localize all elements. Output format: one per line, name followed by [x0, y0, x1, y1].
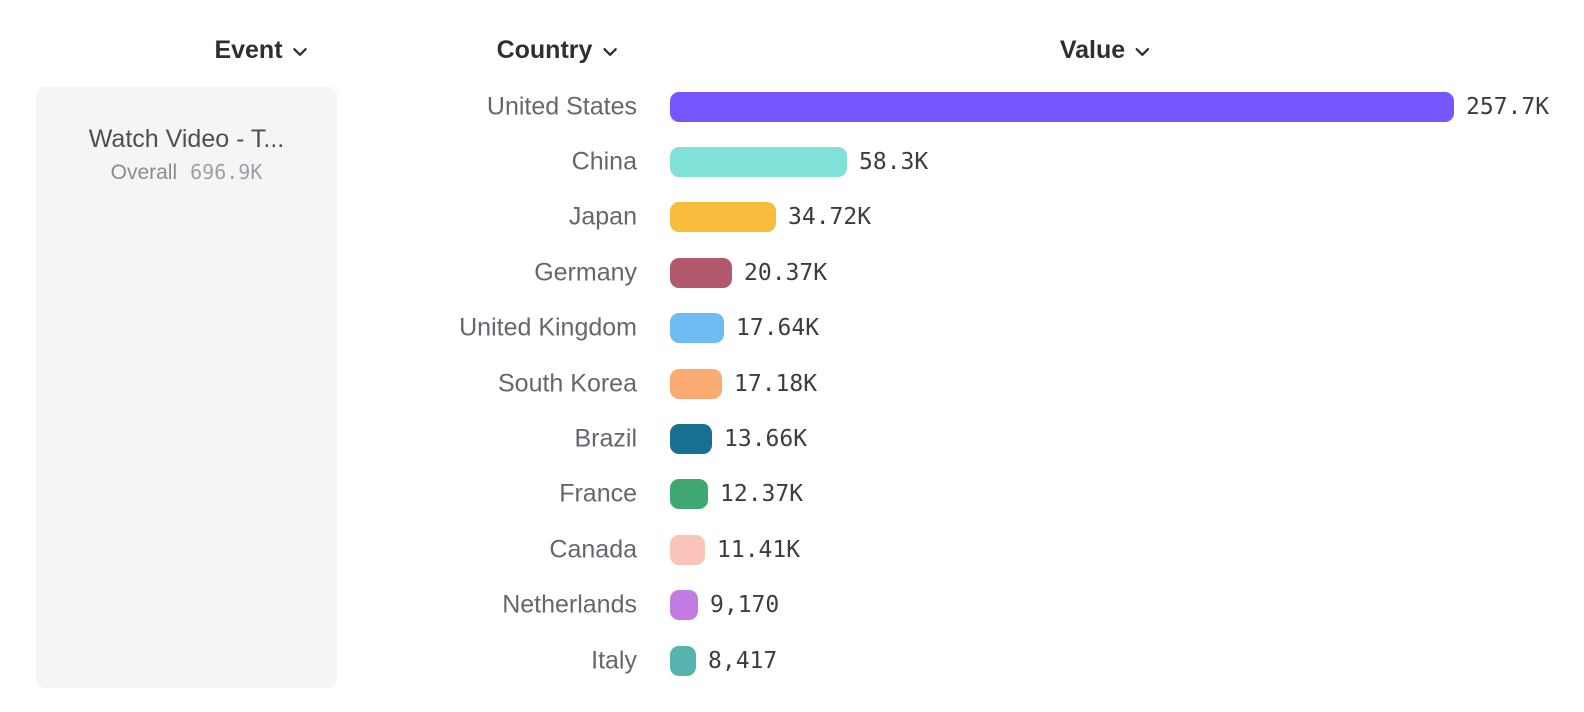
chart-row: Brazil 13.66K [0, 411, 1584, 466]
country-label: United States [486, 92, 637, 121]
value-label: 13.66K [724, 426, 808, 453]
bar-group: 34.72K [670, 202, 872, 233]
value-label: 9,170 [710, 592, 780, 619]
value-bar[interactable] [670, 590, 698, 621]
country-column-label: Country [496, 36, 593, 64]
value-bar[interactable] [670, 479, 708, 510]
value-label: 17.18K [734, 370, 818, 397]
bar-group: 11.41K [670, 534, 801, 565]
value-bar[interactable] [670, 91, 1454, 122]
bar-group: 20.37K [670, 257, 828, 288]
chevron-down-icon [293, 48, 307, 56]
bar-group: 17.18K [670, 368, 818, 399]
value-bar[interactable] [670, 368, 722, 399]
chart-row: South Korea 17.18K [0, 356, 1584, 411]
country-label: Brazil [574, 424, 637, 453]
bar-group: 8,417 [670, 645, 778, 676]
bar-group: 257.7K [670, 91, 1550, 122]
bar-group: 12.37K [670, 479, 804, 510]
chevron-down-icon [1135, 48, 1150, 56]
value-label: 58.3K [859, 149, 929, 176]
value-column-dropdown[interactable]: Value [1060, 36, 1150, 65]
value-bar[interactable] [670, 257, 732, 288]
chart-row: China 58.3K [0, 134, 1584, 189]
value-label: 20.37K [744, 259, 828, 286]
chart-row: Italy 8,417 [0, 633, 1584, 688]
value-bar[interactable] [670, 534, 705, 565]
bar-chart: United States 257.7K China 58.3K Japan 3… [0, 79, 1584, 688]
value-label: 257.7K [1466, 93, 1550, 120]
bar-group: 17.64K [670, 313, 820, 344]
event-panel-card[interactable]: Watch Video - T... Overall 696.9K [36, 87, 337, 688]
country-label: China [571, 147, 637, 176]
chart-row: Canada 11.41K [0, 522, 1584, 577]
country-label: Netherlands [502, 590, 637, 619]
value-label: 8,417 [708, 647, 778, 674]
overall-label: Overall [110, 161, 178, 185]
country-label: Italy [591, 646, 637, 675]
value-bar[interactable] [670, 645, 696, 676]
bar-group: 9,170 [670, 590, 780, 621]
bar-group: 58.3K [670, 147, 929, 178]
event-title: Watch Video - T... [88, 125, 285, 153]
country-label: South Korea [498, 369, 637, 398]
event-column-label: Event [214, 36, 283, 64]
country-label: Canada [549, 535, 637, 564]
country-label: France [559, 479, 637, 508]
value-column-label: Value [1059, 36, 1126, 64]
value-label: 17.64K [736, 315, 820, 342]
value-bar[interactable] [670, 147, 847, 178]
overall-value: 696.9K [190, 160, 263, 185]
value-label: 11.41K [717, 536, 801, 563]
chart-row: France 12.37K [0, 467, 1584, 522]
chart-row: Netherlands 9,170 [0, 578, 1584, 633]
country-label: Germany [534, 258, 637, 287]
chart-row: Germany 20.37K [0, 245, 1584, 300]
chart-row: United States 257.7K [0, 79, 1584, 134]
country-column-dropdown[interactable]: Country [497, 36, 618, 65]
value-label: 12.37K [720, 481, 804, 508]
country-label: United Kingdom [459, 313, 637, 342]
bar-group: 13.66K [670, 424, 808, 455]
value-bar[interactable] [670, 313, 724, 344]
event-overall: Overall 696.9K [36, 160, 337, 185]
value-bar[interactable] [670, 202, 776, 233]
country-label: Japan [568, 202, 637, 231]
chart-row: Japan 34.72K [0, 190, 1584, 245]
value-label: 34.72K [788, 204, 872, 231]
event-column-dropdown[interactable]: Event [214, 36, 307, 65]
chevron-down-icon [603, 48, 617, 56]
chart-row: United Kingdom 17.64K [0, 301, 1584, 356]
value-bar[interactable] [670, 424, 712, 455]
